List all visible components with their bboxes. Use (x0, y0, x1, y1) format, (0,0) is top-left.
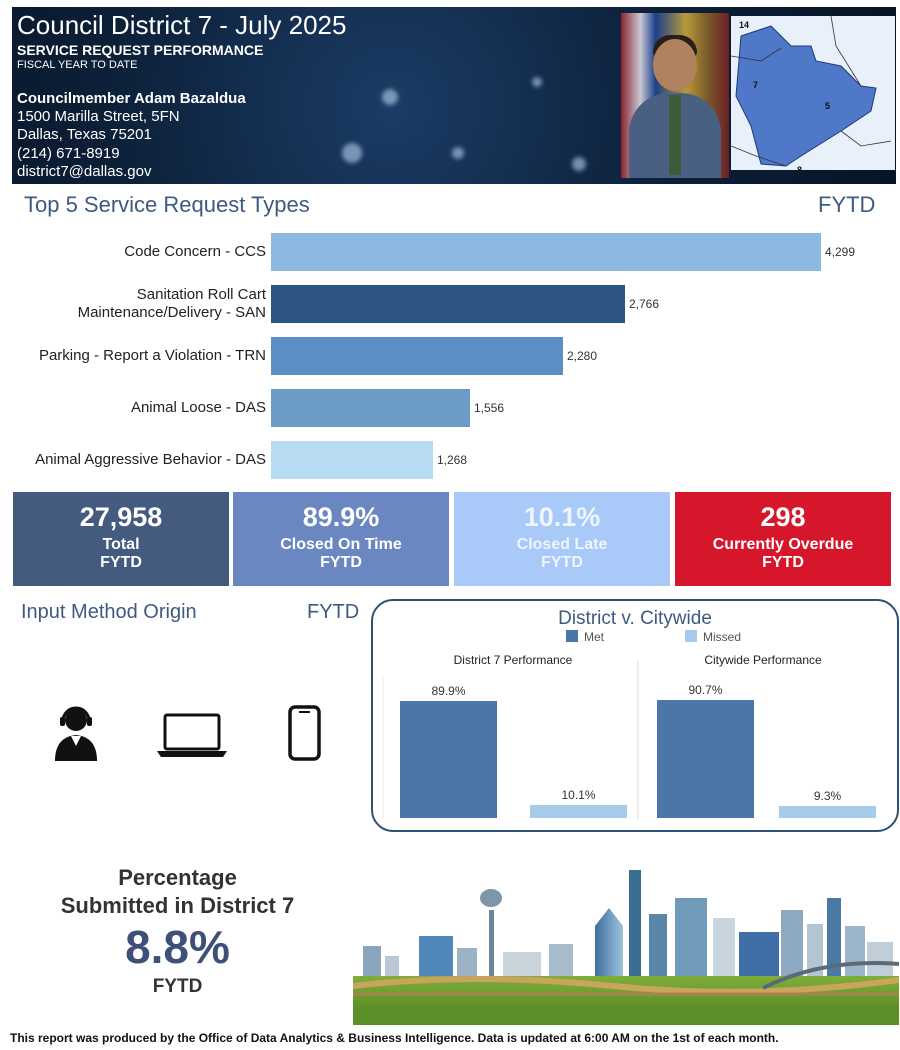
map-label-8: 8 (797, 165, 802, 170)
bar-data-label: 10.1% (561, 788, 595, 802)
legend-swatch-met (566, 630, 578, 642)
bar (271, 389, 470, 427)
input-card-call: 17,567 Call (19, 631, 133, 827)
bar-category-label: Parking - Report a Violation - TRN (39, 347, 266, 365)
legend-swatch-missed (685, 630, 697, 642)
kpi-period: FYTD (320, 554, 362, 571)
email-address: district7@dallas.gov (17, 163, 152, 180)
address-line-1: 1500 Marilla Street, 5FN (17, 108, 180, 125)
kpi-period: FYTD (762, 554, 804, 571)
input-card-mobile: 3,914 Mobile (251, 631, 358, 827)
top5-title: Top 5 Service Request Types (24, 192, 310, 217)
report-subtitle: SERVICE REQUEST PERFORMANCE (17, 42, 264, 58)
performance-chart-title: District 7 Performance (454, 653, 573, 667)
bar-category-label-line: Code Concern - CCS (124, 243, 266, 260)
report-title: Council District 7 - July 2025 (17, 10, 347, 40)
councilmember-name: Councilmember Adam Bazaldua (17, 90, 246, 107)
call-count: 17,567 (33, 669, 119, 700)
performance-chart-title: Citywide Performance (704, 653, 822, 667)
percentage-value: 8.8% (125, 921, 230, 973)
web-label: Web (175, 785, 209, 802)
kpi-label: Currently Overdue (712, 536, 854, 553)
top5-period: FYTD (818, 192, 876, 217)
kpi-label: Total (102, 536, 140, 553)
bar-category-label: Animal Aggressive Behavior - DAS (35, 451, 266, 469)
bar-data-label: 89.9% (431, 684, 465, 698)
mobile-count: 3,914 (269, 669, 340, 700)
percentage-title-line-1: Percentage (118, 865, 237, 890)
kpi-period: FYTD (541, 554, 583, 571)
web-count: 6,477 (156, 669, 228, 700)
mobile-label: Mobile (279, 785, 330, 802)
smartphone-icon (251, 703, 358, 763)
kpi-tile: 298 Currently Overdue FYTD (675, 492, 891, 586)
map-label-14: 14 (739, 20, 749, 30)
bar-data-label: 9.3% (814, 789, 842, 803)
kpi-value: 27,958 (79, 502, 163, 532)
legend-label-met: Met (584, 630, 605, 644)
bar (271, 233, 821, 271)
bar-value-label: 4,299 (825, 245, 856, 259)
bar-category-label: Code Concern - CCS (124, 243, 266, 261)
bar (271, 285, 625, 323)
bar (271, 337, 563, 375)
bar-category-label-line: Animal Loose - DAS (130, 399, 266, 416)
missed-bar (530, 805, 627, 818)
dvc-title: District v. Citywide (558, 608, 712, 629)
kpi-label: Closed On Time (280, 536, 402, 553)
district-map: 7 14 5 8 (731, 16, 895, 170)
address-line-2: Dallas, Texas 75201 (17, 126, 152, 143)
percentage-title-line-2: Submitted in District 7 (60, 893, 295, 918)
bar-category-label: Animal Loose - DAS (131, 399, 266, 417)
kpi-value: 10.1% (523, 502, 601, 532)
met-bar (657, 700, 754, 818)
councilmember-photo (621, 13, 729, 178)
bokeh-light (532, 77, 542, 87)
call-label: Call (61, 785, 91, 802)
bar-value-label: 1,556 (474, 401, 505, 415)
percentage-period: FYTD (152, 976, 203, 997)
bar (271, 441, 433, 479)
report-header: Council District 7 - July 2025 SERVICE R… (12, 7, 896, 184)
bar-value-label: 2,766 (629, 297, 660, 311)
bokeh-light (452, 147, 464, 159)
report-subtitle-period: FISCAL YEAR TO DATE (17, 59, 138, 71)
kpi-tile: 89.9% Closed On Time FYTD (233, 492, 449, 586)
bar-value-label: 1,268 (437, 453, 468, 467)
input-method-title: Input Method Origin (21, 601, 197, 623)
kpi-label: Closed Late (516, 536, 608, 553)
kpi-period: FYTD (100, 554, 142, 571)
legend-label-missed: Missed (703, 630, 741, 644)
bokeh-light (342, 143, 362, 163)
bar-data-label: 90.7% (688, 683, 722, 697)
map-label-5: 5 (825, 101, 830, 111)
kpi-value: 89.9% (302, 502, 380, 532)
kpi-tile: 10.1% Closed Late FYTD (454, 492, 670, 586)
missed-bar (779, 806, 876, 818)
phone-number: (214) 671-8919 (17, 145, 120, 162)
report-footer: This report was produced by the Office o… (10, 1031, 779, 1045)
bar-category-label: Sanitation Roll Cart Maintenance/Delivery… (78, 286, 266, 322)
input-card-web: 6,477 Web (139, 631, 245, 827)
kpi-value: 298 (760, 502, 806, 532)
bar-category-label-line: Animal Aggressive Behavior - DAS (35, 451, 266, 468)
dallas-skyline-image (352, 868, 900, 1025)
bar-category-label-line: Parking - Report a Violation - TRN (38, 347, 266, 364)
bokeh-light (572, 157, 586, 171)
district-vs-citywide-panel: District v. Citywide Met Missed District… (371, 599, 899, 832)
bokeh-light (382, 89, 398, 105)
map-label-7: 7 (753, 80, 758, 90)
laptop-icon (139, 703, 245, 763)
bar-category-label-line: Maintenance/Delivery - SAN (77, 304, 266, 321)
met-bar (400, 701, 497, 818)
kpi-tile: 27,958 Total FYTD (13, 492, 229, 586)
call-center-agent-icon (19, 703, 133, 763)
bar-value-label: 2,280 (567, 349, 598, 363)
bar-category-label-line: Sanitation Roll Cart (136, 286, 266, 303)
input-method-period: FYTD (307, 601, 360, 623)
